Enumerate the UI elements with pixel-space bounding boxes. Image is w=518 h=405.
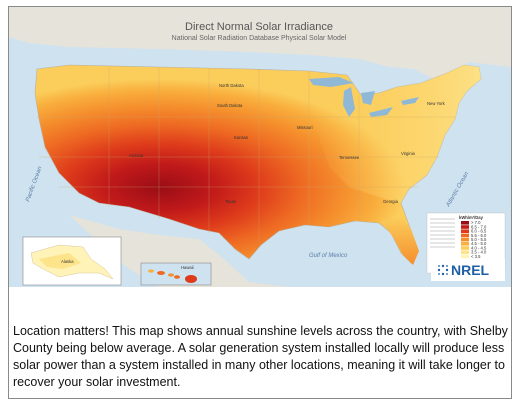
- svg-text:New York: New York: [427, 101, 446, 106]
- legend-swatch: [461, 254, 469, 259]
- place-labels: North Dakota South Dakota Kansas Missour…: [129, 83, 446, 204]
- nrel-logo-text: NREL: [451, 262, 490, 278]
- legend-swatch: [461, 229, 469, 233]
- alaska-label: Alaska: [61, 259, 74, 264]
- lake-superior: [309, 77, 354, 87]
- legend-label: 5.0 - 5.5: [471, 237, 487, 242]
- map-title: Direct Normal Solar Irradiance: [185, 21, 333, 33]
- legend-title: kWh/m²/Day: [459, 215, 484, 220]
- map-subtitle: National Solar Radiation Database Physic…: [171, 35, 347, 42]
- map-graphic: North Dakota South Dakota Kansas Missour…: [9, 7, 511, 287]
- hawaii-label: Hawaii: [181, 265, 194, 270]
- svg-text:Missouri: Missouri: [297, 125, 313, 130]
- lake-erie: [369, 107, 393, 117]
- legend-swatch: [461, 242, 469, 246]
- hawaii-inset: Hawaii: [140, 262, 212, 286]
- svg-text:Virginia: Virginia: [401, 151, 416, 156]
- legend-label: 4.5 - 5.0: [471, 241, 487, 246]
- legend-label: > 7.0: [471, 220, 481, 225]
- legend-swatch: [461, 237, 469, 242]
- svg-text:Arizona: Arizona: [129, 153, 144, 158]
- state-borders: [37, 67, 455, 243]
- legend-label: 6.5 - 7.0: [471, 224, 487, 229]
- nrel-logo: NREL: [431, 259, 505, 281]
- legend-swatch: [461, 233, 469, 238]
- svg-text:South Dakota: South Dakota: [217, 103, 243, 108]
- legend-swatch: [461, 221, 469, 225]
- caption-text: Location matters! This map shows annual …: [13, 324, 508, 389]
- mexico-land: [69, 215, 289, 287]
- lake-huron: [361, 91, 375, 105]
- legend-swatch: [461, 246, 469, 250]
- legend-swatch: [461, 225, 469, 229]
- gulf-of-mexico-label: Gulf of Mexico: [309, 253, 348, 259]
- florida: [381, 217, 419, 265]
- nrel-logo-mark: [437, 264, 449, 276]
- alaska-inset: Alaska: [22, 236, 122, 286]
- canada-land: [9, 7, 511, 82]
- svg-text:Georgia: Georgia: [383, 199, 399, 204]
- legend-label: < 3.5: [471, 254, 481, 259]
- lake-michigan: [343, 87, 355, 117]
- solar-irradiance-map: North Dakota South Dakota Kansas Missour…: [9, 7, 511, 287]
- svg-text:Kansas: Kansas: [234, 135, 248, 140]
- legend-label: 6.0 - 6.5: [471, 229, 487, 234]
- legend-label: 4.0 - 4.5: [471, 245, 487, 250]
- lake-ontario: [401, 97, 419, 105]
- svg-text:Tennessee: Tennessee: [339, 155, 360, 160]
- legend-note-lines: [430, 218, 455, 248]
- svg-text:North Dakota: North Dakota: [219, 83, 244, 88]
- legend-label: 3.5 - 4.0: [471, 250, 487, 255]
- svg-text:Texas: Texas: [225, 199, 236, 204]
- legend-label: 5.5 - 6.0: [471, 233, 487, 238]
- legend-swatch: [461, 250, 469, 254]
